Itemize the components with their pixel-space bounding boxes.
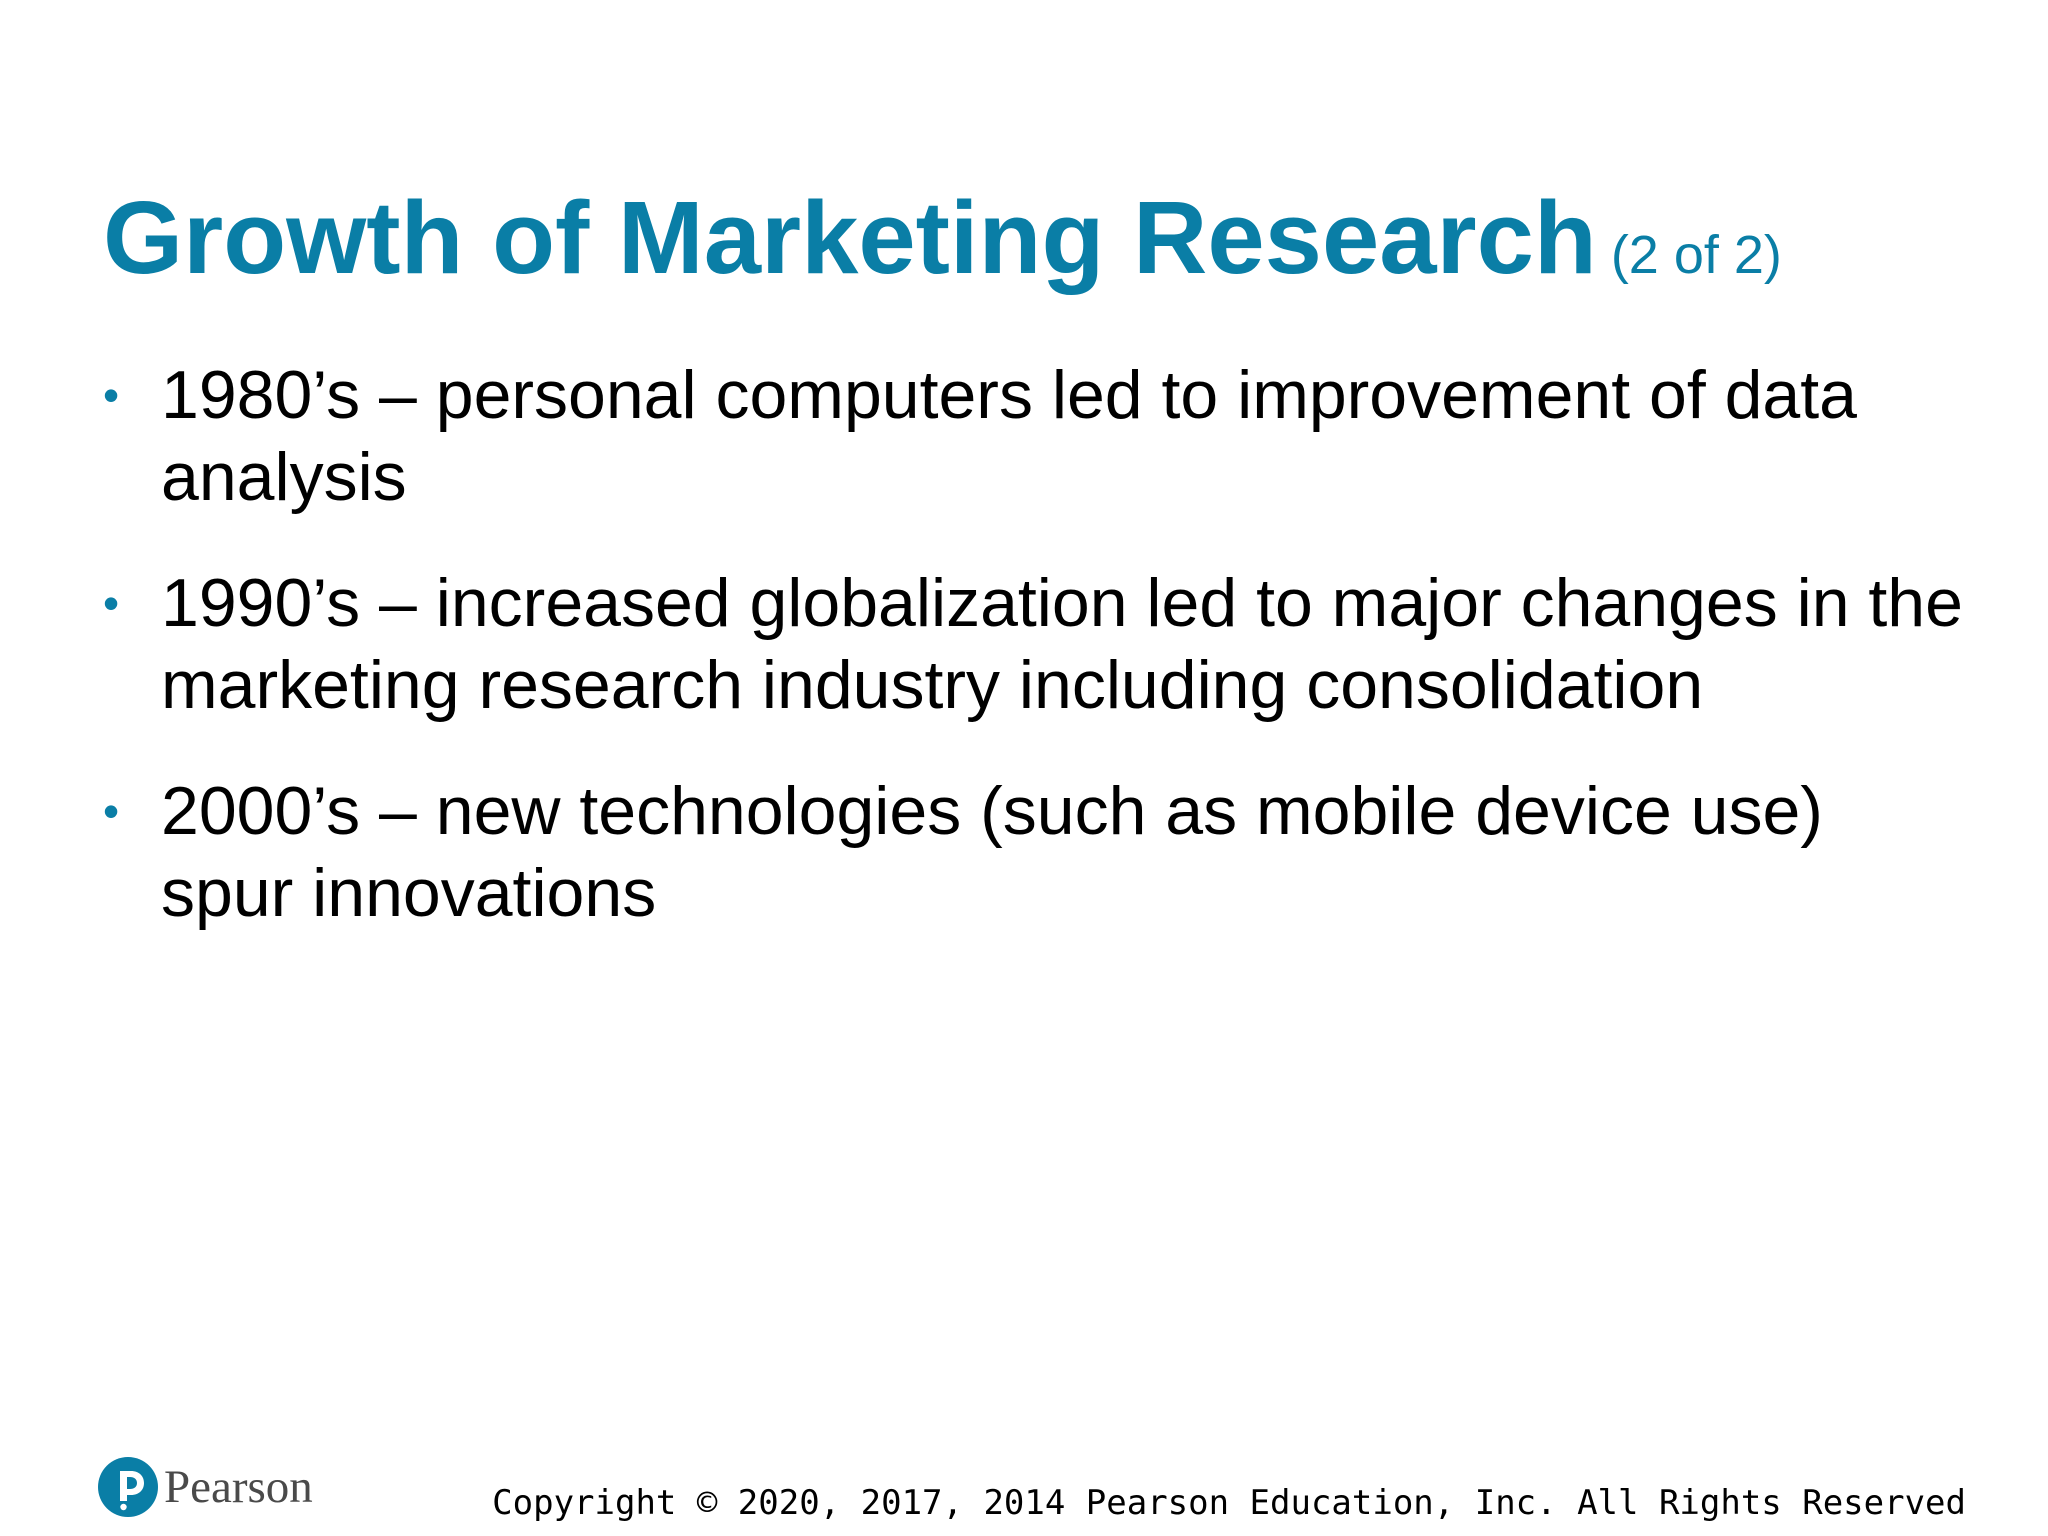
bullet-icon: • <box>103 369 120 421</box>
bullet-icon: • <box>103 785 120 837</box>
bullet-item: • 1990’s – increased globalization led t… <box>103 562 1963 726</box>
slide-title: Growth of Marketing Research (2 of 2) <box>103 178 1782 315</box>
bullet-item: • 2000’s – new technologies (such as mob… <box>103 770 1963 934</box>
bullet-icon: • <box>103 577 120 629</box>
pearson-logo-text: Pearson <box>164 1461 313 1513</box>
bullet-text: 1990’s – increased globalization led to … <box>161 565 1963 723</box>
pearson-logo: Pearson <box>98 1457 313 1517</box>
bullet-text: 2000’s – new technologies (such as mobil… <box>161 773 1823 931</box>
title-text: Growth of Marketing Research <box>103 180 1597 295</box>
bullet-list: • 1980’s – personal computers led to imp… <box>103 354 1963 978</box>
bullet-item: • 1980’s – personal computers led to imp… <box>103 354 1963 518</box>
title-page-indicator: (2 of 2) <box>1610 225 1782 285</box>
bullet-text: 1980’s – personal computers led to impro… <box>161 357 1857 515</box>
pearson-p-icon <box>98 1457 158 1517</box>
copyright-notice: Copyright © 2020, 2017, 2014 Pearson Edu… <box>492 1483 1966 1523</box>
